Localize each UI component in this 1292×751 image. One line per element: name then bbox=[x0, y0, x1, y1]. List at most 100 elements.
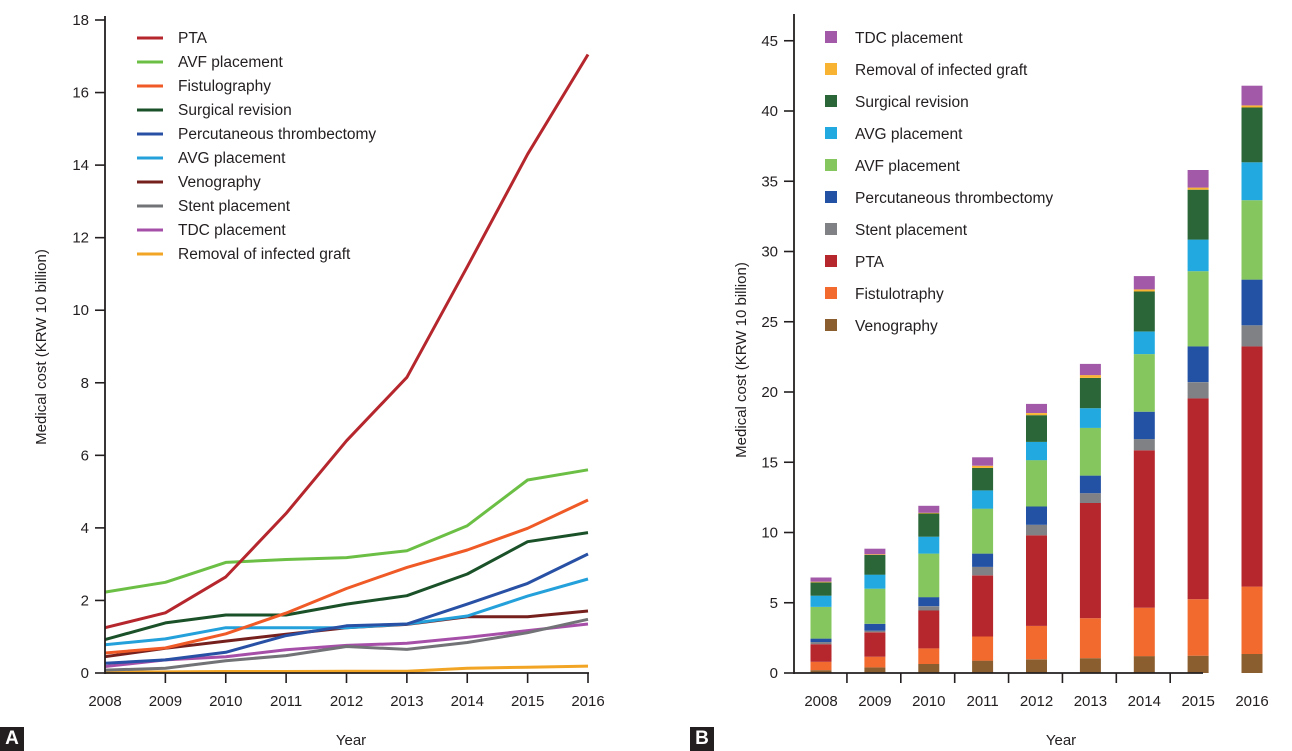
bar-segment-tdc-placement bbox=[918, 505, 940, 513]
y-axis-title-b: Medical cost (KRW 10 billion) bbox=[733, 262, 750, 458]
y-tick-label-a: 12 bbox=[72, 230, 89, 247]
bar-segment-avg-placement bbox=[1187, 239, 1209, 272]
y-tick-label-a: 16 bbox=[72, 85, 89, 102]
bar-segment-avf-placement bbox=[1241, 200, 1263, 280]
bar-segment-avf-placement bbox=[1026, 460, 1047, 507]
y-tick-label-a: 18 bbox=[72, 12, 89, 29]
y-tick-label-a: 0 bbox=[81, 665, 89, 682]
bar-2013 bbox=[1079, 363, 1101, 673]
y-tick-label-b: 40 bbox=[761, 103, 778, 120]
y-tick-label-a: 8 bbox=[81, 375, 89, 392]
bar-segment-fistulotraphy bbox=[1187, 599, 1209, 656]
y-tick-label-b: 5 bbox=[770, 595, 778, 612]
bar-segment-venography bbox=[1133, 656, 1155, 673]
bar-segment-avf-placement bbox=[1133, 354, 1155, 412]
y-axis-title-a: Medical cost (KRW 10 billion) bbox=[33, 249, 50, 445]
y-tick-label-b: 35 bbox=[761, 173, 778, 190]
bar-segment-avf-placement bbox=[918, 553, 940, 598]
legend-label-venography: Venography bbox=[178, 174, 261, 191]
legend-label-fistulotraphy: Fistulotraphy bbox=[855, 286, 944, 303]
bar-segment-avf-placement bbox=[810, 607, 832, 639]
bar-segment-removal-of-infected-graft bbox=[918, 512, 940, 514]
legend-swatch-removal-of-infected-graft bbox=[825, 63, 837, 75]
bar-segment-venography bbox=[810, 670, 832, 673]
bar-segment-percutaneous-thrombectomy bbox=[972, 553, 994, 567]
bar-2010 bbox=[918, 505, 940, 673]
bar-segment-percutaneous-thrombectomy bbox=[810, 638, 832, 643]
legend-label-avf-placement: AVF placement bbox=[178, 54, 284, 71]
x-tick-label-b: 2011 bbox=[966, 693, 998, 710]
bar-segment-avg-placement bbox=[1241, 162, 1263, 201]
y-tick-label-b: 0 bbox=[770, 665, 778, 682]
bar-segment-stent-placement bbox=[1026, 524, 1047, 536]
x-tick-label-a: 2015 bbox=[511, 693, 544, 710]
bar-segment-stent-placement bbox=[918, 606, 940, 611]
bar-segment-stent-placement bbox=[972, 566, 994, 576]
bar-2012 bbox=[1026, 403, 1047, 673]
legend-swatch-venography bbox=[825, 319, 837, 331]
bar-segment-stent-placement bbox=[810, 642, 832, 645]
y-tick-label-a: 10 bbox=[72, 302, 89, 319]
legend-label-avg-placement: AVG placement bbox=[855, 126, 963, 143]
bar-segment-surgical-revision bbox=[918, 513, 940, 537]
bar-segment-fistulotraphy bbox=[1079, 618, 1101, 659]
bar-segment-surgical-revision bbox=[810, 582, 832, 596]
legend-label-avf-placement: AVF placement bbox=[855, 158, 961, 175]
legend-label-surgical-revision: Surgical revision bbox=[178, 102, 292, 119]
x-tick-label-a: 2010 bbox=[209, 693, 242, 710]
bar-segment-avg-placement bbox=[1079, 408, 1101, 428]
x-tick-label-b: 2010 bbox=[912, 693, 945, 710]
legend-label-tdc-placement: TDC placement bbox=[178, 222, 286, 239]
line-avf-placement bbox=[104, 468, 589, 594]
bar-segment-tdc-placement bbox=[1026, 403, 1047, 413]
bar-segment-venography bbox=[1026, 659, 1047, 673]
bar-segment-fistulotraphy bbox=[1026, 625, 1047, 660]
legend-swatch-surgical-revision bbox=[825, 95, 837, 107]
bar-2009 bbox=[864, 548, 886, 673]
x-tick-label-a: 2008 bbox=[88, 693, 121, 710]
bar-segment-percutaneous-thrombectomy bbox=[918, 597, 940, 607]
bar-segment-avg-placement bbox=[1026, 441, 1047, 461]
axes-a: 0 2 4 6 8 10 12 14 16 18 2008 2009 2010 2011 2012 2013 2… bbox=[72, 12, 604, 710]
y-tick-label-a: 6 bbox=[81, 447, 89, 464]
bar-segment-venography bbox=[1241, 654, 1263, 673]
x-tick-label-a: 2012 bbox=[330, 693, 363, 710]
bar-segment-pta bbox=[918, 610, 940, 649]
bar-2016 bbox=[1241, 85, 1263, 673]
bar-segment-avf-placement bbox=[1079, 427, 1101, 476]
y-tick-label-b: 45 bbox=[761, 33, 778, 50]
legend-label-surgical-revision: Surgical revision bbox=[855, 94, 969, 111]
legend-label-fistulography: Fistulography bbox=[178, 78, 271, 95]
bar-segment-fistulotraphy bbox=[918, 648, 940, 664]
x-tick-label-a: 2013 bbox=[390, 693, 423, 710]
bar-segment-fistulotraphy bbox=[1133, 607, 1155, 657]
bar-2011 bbox=[972, 457, 994, 673]
bar-segment-percutaneous-thrombectomy bbox=[1079, 475, 1101, 494]
bar-segment-removal-of-infected-graft bbox=[810, 581, 832, 583]
bar-segment-stent-placement bbox=[1079, 493, 1101, 503]
x-tick-label-b: 2013 bbox=[1074, 693, 1107, 710]
legend-label-tdc-placement: TDC placement bbox=[855, 30, 963, 47]
x-tick-label-b: 2012 bbox=[1020, 693, 1053, 710]
bar-segment-percutaneous-thrombectomy bbox=[1187, 346, 1209, 383]
bar-segment-tdc-placement bbox=[1133, 276, 1155, 290]
bar-segment-venography bbox=[972, 660, 994, 673]
y-tick-label-b: 25 bbox=[761, 314, 778, 331]
bar-segment-tdc-placement bbox=[972, 457, 994, 466]
y-tick-label-a: 4 bbox=[81, 520, 89, 537]
bar-segment-surgical-revision bbox=[864, 555, 886, 575]
bar-segment-surgical-revision bbox=[1187, 189, 1209, 240]
bar-segment-tdc-placement bbox=[864, 548, 886, 555]
bar-segment-surgical-revision bbox=[1079, 378, 1101, 409]
legend-swatch-fistulotraphy bbox=[825, 287, 837, 299]
x-tick-label-b: 2016 bbox=[1235, 693, 1268, 710]
bar-segment-removal-of-infected-graft bbox=[864, 554, 886, 555]
y-tick-label-a: 2 bbox=[81, 592, 89, 609]
bar-segment-removal-of-infected-graft bbox=[1026, 413, 1047, 416]
y-tick-label-b: 20 bbox=[761, 384, 778, 401]
bar-segment-removal-of-infected-graft bbox=[1241, 105, 1263, 108]
y-tick-label-b: 10 bbox=[761, 525, 778, 542]
x-tick-label-b: 2008 bbox=[804, 693, 837, 710]
legend-a: PTA AVF placement Fistulography Surgical re… bbox=[137, 30, 376, 263]
